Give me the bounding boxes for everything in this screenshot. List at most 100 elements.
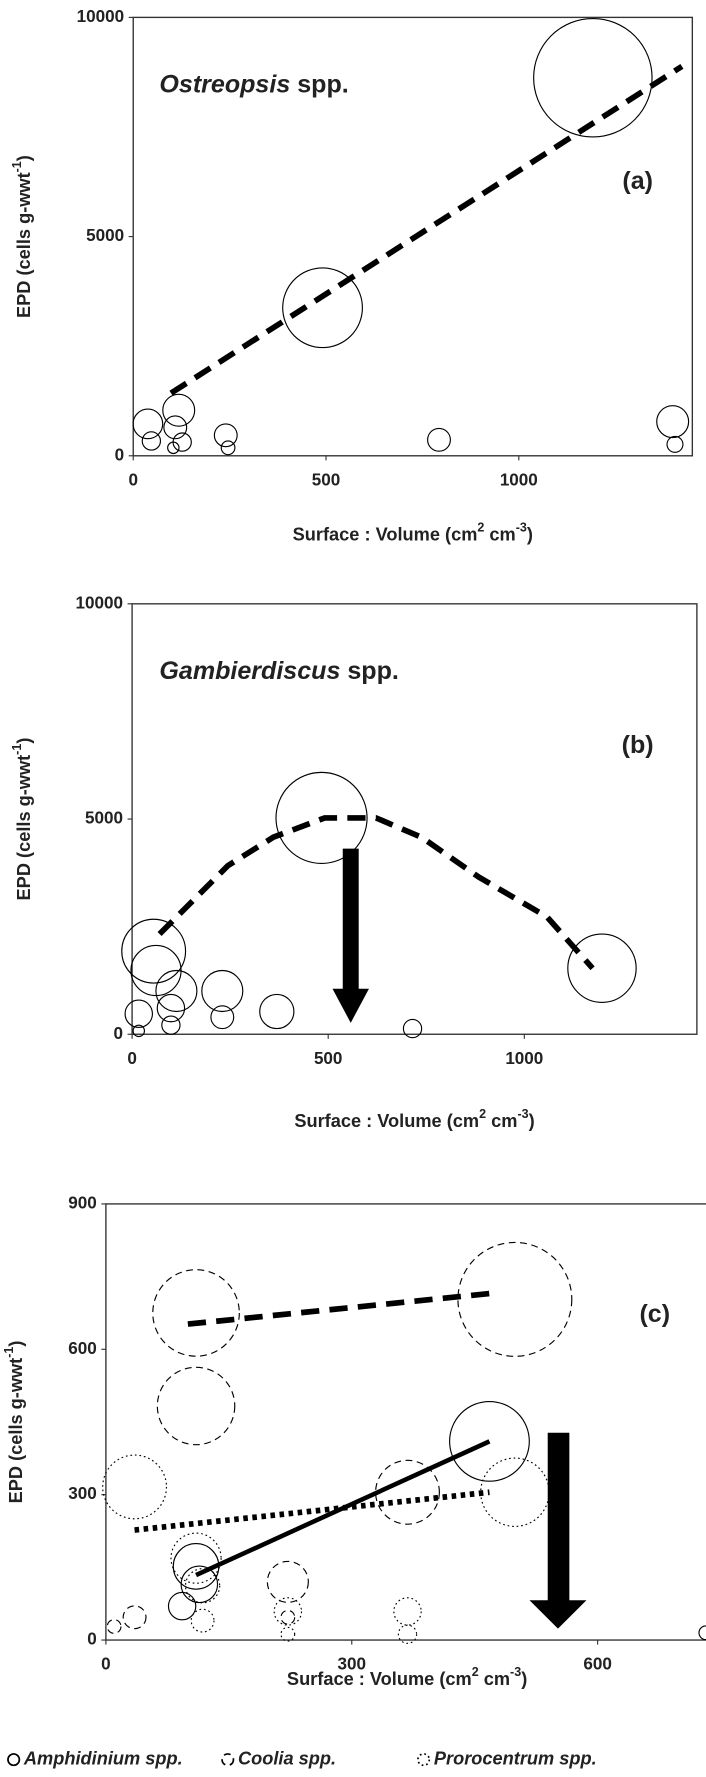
x-tick-label: 1000 (500, 470, 538, 489)
bubble (698, 1625, 706, 1641)
bubble (273, 1597, 303, 1626)
legend-symbol (221, 1753, 235, 1767)
bubble (201, 969, 244, 1013)
bubble (666, 435, 684, 453)
bubble (180, 1565, 219, 1604)
suffix: spp. (297, 70, 349, 98)
x-axis-label-part: Surface : Volume (cm (293, 524, 478, 544)
x-axis-label-part: ) (529, 1111, 535, 1131)
y-axis-label-part: ) (6, 1341, 26, 1347)
bubble (167, 1591, 197, 1621)
trend-line (195, 1439, 491, 1578)
bubble (567, 933, 637, 1003)
legend-symbol (417, 1753, 431, 1767)
bubble (184, 1568, 221, 1604)
x-tick-label: 500 (312, 470, 341, 489)
bubble (124, 999, 153, 1029)
x-axis-label: Surface : Volume (cm2 cm-3) (287, 1665, 527, 1689)
bubble (210, 1005, 235, 1030)
y-axis-label-part: -1 (2, 1347, 16, 1358)
x-axis-label-part: cm (479, 1669, 510, 1689)
bubble (156, 1366, 236, 1446)
bubble (280, 1609, 296, 1625)
x-axis-label-part: cm (486, 1111, 517, 1131)
panel-label: (a) (622, 167, 653, 195)
x-tick-label: 1000 (505, 1049, 543, 1068)
bubble (161, 1015, 181, 1035)
legend-symbol (7, 1753, 21, 1767)
x-axis-label-part: Surface : Volume (cm (287, 1669, 472, 1689)
genus: Ostreopsis (159, 70, 290, 98)
bubble (167, 441, 180, 455)
bubble (275, 771, 368, 865)
y-axis-label-part: -1 (10, 744, 24, 755)
bubble (132, 408, 164, 440)
bubble (282, 267, 363, 349)
legend-label: Coolia spp. (238, 1748, 336, 1768)
bubble (259, 993, 295, 1030)
bubble (156, 993, 186, 1023)
y-tick-label: 0 (87, 1630, 96, 1649)
x-axis-label-part: -3 (510, 1665, 521, 1679)
bubble (122, 1605, 147, 1630)
suffix: spp. (347, 657, 399, 685)
bubble (152, 1269, 240, 1357)
y-axis-label-part: EPD (cells g-wwt (6, 1358, 26, 1504)
bubble (106, 1619, 122, 1634)
bubble (132, 1024, 146, 1038)
bubble (155, 969, 198, 1013)
bubble (162, 393, 196, 427)
bubble (141, 431, 162, 451)
bubble (397, 1624, 418, 1644)
x-axis-label-part: Surface : Volume (cm (294, 1111, 479, 1131)
bubble (170, 1532, 222, 1584)
bubble (427, 427, 451, 452)
bubble (190, 1608, 215, 1633)
y-axis-label: EPD (cells g-wwt-1) (2, 1341, 26, 1504)
x-axis-label-part: 2 (479, 1107, 486, 1121)
x-axis-label-part: -3 (516, 521, 527, 535)
y-tick-label: 900 (68, 1193, 97, 1212)
bubble (280, 1626, 296, 1642)
y-axis-label: EPD (cells g-wwt-1) (10, 738, 33, 901)
bubble (449, 1400, 530, 1482)
arrow (529, 1432, 587, 1629)
bubble (656, 405, 690, 439)
y-axis-label-part: EPD (cells g-wwt (14, 755, 34, 901)
x-axis-label: Surface : Volume (cm2 cm-3) (293, 521, 533, 545)
trend-line (169, 63, 684, 396)
bubble (102, 1454, 168, 1520)
panel-label: (c) (639, 1300, 670, 1328)
panel-label: (b) (622, 731, 654, 759)
bubble (402, 1018, 423, 1039)
x-axis-label-part: cm (484, 524, 515, 544)
trend-line (187, 1290, 490, 1327)
x-axis-label-part: ) (527, 524, 533, 544)
bubble (393, 1597, 422, 1626)
legend-label: Amphidinium spp. (23, 1748, 183, 1768)
bubble (375, 1459, 440, 1525)
x-tick-label: 600 (583, 1655, 612, 1674)
x-axis-label-part: 2 (472, 1665, 479, 1679)
annotation: Ostreopsis spp. (159, 70, 348, 98)
y-axis-label-part: ) (14, 155, 34, 161)
y-tick-label: 0 (113, 1024, 123, 1043)
bubble (213, 423, 238, 448)
bubble (220, 440, 236, 456)
annotation: Gambierdiscus spp. (159, 657, 398, 685)
x-tick-label: 0 (128, 470, 137, 489)
y-axis-label-part: EPD (cells g-wwt (14, 172, 34, 318)
y-tick-label: 10000 (75, 593, 123, 612)
x-tick-label: 0 (101, 1655, 111, 1674)
y-tick-label: 600 (68, 1339, 97, 1358)
y-axis-label: EPD (cells g-wwt-1) (10, 155, 33, 318)
x-axis-label-part: ) (521, 1669, 527, 1689)
arrow (332, 848, 369, 1023)
x-axis-label-part: 2 (477, 521, 484, 535)
x-tick-label: 0 (127, 1049, 136, 1068)
y-axis-label-part: -1 (10, 161, 24, 172)
x-axis-label-part: -3 (517, 1107, 528, 1121)
y-tick-label: 300 (68, 1484, 97, 1503)
